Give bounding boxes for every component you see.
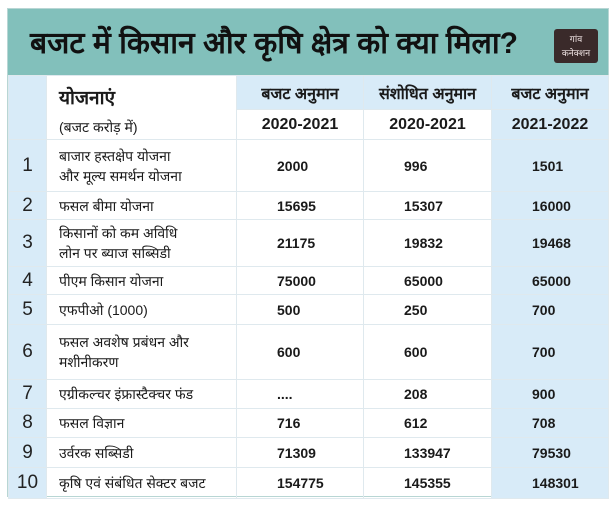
scheme-name-line1: फसल बीमा योजना xyxy=(59,197,154,214)
unit-label: (बजट करोड़ में) xyxy=(59,119,138,135)
scheme-label: योजनाएं xyxy=(59,88,116,109)
scheme-name-line1: फसल विज्ञान xyxy=(59,415,125,431)
budget-value: 148301 xyxy=(491,467,609,499)
scheme-name: फसल बीमा योजना xyxy=(46,191,237,220)
budget-value: .... xyxy=(236,379,364,409)
budget-value: 65000 xyxy=(363,266,492,295)
gaon-connection-logo: गांव कनेक्शन xyxy=(554,29,598,63)
budget-value: 208 xyxy=(363,379,492,409)
budget-value: 133947 xyxy=(363,437,492,468)
table-row: 9 उर्वरक सब्सिडी 71309 133947 79530 xyxy=(8,437,609,468)
row-number: 3 xyxy=(8,219,47,267)
title-bar: बजट में किसान और कृषि क्षेत्र को क्या मि… xyxy=(8,9,608,75)
header-row-labels: योजनाएं (बजट करोड़ में) बजट अनुमान संशोध… xyxy=(8,75,609,140)
scheme-name: फसल विज्ञान xyxy=(46,408,237,438)
scheme-name-line1: बाजार हस्तक्षेप योजना xyxy=(59,147,171,164)
col-header-label: संशोधित अनुमान xyxy=(363,75,492,110)
scheme-name-line2: लोन पर ब्याज सब्सिडी xyxy=(59,245,171,261)
budget-value: 71309 xyxy=(236,437,364,468)
budget-value: 145355 xyxy=(363,467,492,499)
budget-value: 900 xyxy=(491,379,609,409)
budget-value: 15307 xyxy=(363,191,492,220)
budget-value: 500 xyxy=(236,294,364,325)
budget-value: 708 xyxy=(491,408,609,438)
col-header-year: 2020-2021 xyxy=(236,109,364,140)
logo-line2: कनेक्शन xyxy=(561,48,591,58)
table-row: 7 एग्रीकल्चर इंफ्रास्टैक्चर फंड.... 208 900 xyxy=(8,379,609,409)
budget-value: 79530 xyxy=(491,437,609,468)
logo-line1: गांव xyxy=(569,34,583,44)
table-row: 8 फसल विज्ञान 716 612 708 xyxy=(8,408,609,438)
table-row: 1 बाजार हस्तक्षेप योजना और मूल्य समर्थन यो… xyxy=(8,139,609,192)
col-header-label: बजट अनुमान xyxy=(491,75,609,110)
col-header-year: 2020-2021 xyxy=(363,109,492,140)
scheme-name: पीएम किसान योजना xyxy=(46,266,237,295)
scheme-name-line1: एफपीओ (1000) xyxy=(59,301,148,318)
scheme-name: उर्वरक सब्सिडी xyxy=(46,437,237,468)
scheme-name-line2: मशीनीकरण xyxy=(59,354,119,370)
row-number: 6 xyxy=(8,324,47,380)
budget-value: 700 xyxy=(491,324,609,380)
scheme-name-line1: किसानों को कम अविधि xyxy=(59,225,178,241)
budget-value: 21175 xyxy=(236,219,364,267)
row-number: 10 xyxy=(8,467,47,499)
budget-value: 700 xyxy=(491,294,609,325)
budget-value: 600 xyxy=(363,324,492,380)
scheme-name-line1: कृषि एवं संबंधित सेक्टर बजट xyxy=(59,475,206,491)
scheme-header: योजनाएं (बजट करोड़ में) xyxy=(46,75,237,140)
col-header-label: बजट अनुमान xyxy=(236,75,364,110)
budget-value: 19468 xyxy=(491,219,609,267)
index-header xyxy=(8,75,47,140)
table-row: 5 एफपीओ (1000) 500 250 700 xyxy=(8,294,609,325)
row-number: 1 xyxy=(8,139,47,192)
col-header-year: 2021-2022 xyxy=(491,109,609,140)
header-row-years: 2020-2021 2020-2021 2021-2022 xyxy=(9,109,609,140)
row-number: 2 xyxy=(8,191,47,220)
scheme-name: एग्रीकल्चर इंफ्रास्टैक्चर फंड xyxy=(46,379,237,409)
budget-value: 65000 xyxy=(491,266,609,295)
budget-value: 250 xyxy=(363,294,492,325)
scheme-name: बाजार हस्तक्षेप योजना और मूल्य समर्थन योज… xyxy=(46,139,237,192)
table-row: 3 किसानों को कम अविधि लोन पर ब्याज सब्सिडी… xyxy=(8,219,609,267)
row-number: 8 xyxy=(8,408,47,438)
budget-value: 612 xyxy=(363,408,492,438)
budget-value: 75000 xyxy=(236,266,364,295)
scheme-name: फसल अवशेष प्रबंधन और मशीनीकरण xyxy=(46,324,237,380)
scheme-name-line1: एग्रीकल्चर इंफ्रास्टैक्चर फंड xyxy=(59,386,194,402)
scheme-name: कृषि एवं संबंधित सेक्टर बजट xyxy=(46,467,237,499)
scheme-name-line1: पीएम किसान योजना xyxy=(59,272,164,289)
budget-value: 2000 xyxy=(236,139,364,192)
row-number: 9 xyxy=(8,437,47,468)
budget-value: 16000 xyxy=(491,191,609,220)
row-number: 5 xyxy=(8,294,47,325)
budget-value: 15695 xyxy=(236,191,364,220)
budget-infographic: बजट में किसान और कृषि क्षेत्र को क्या मि… xyxy=(7,8,609,499)
row-number: 4 xyxy=(8,266,47,295)
budget-value: 154775 xyxy=(236,467,364,499)
row-number: 7 xyxy=(8,379,47,409)
table-row: 6 फसल अवशेष प्रबंधन और मशीनीकरण 600 600 700 xyxy=(8,324,609,380)
scheme-name: किसानों को कम अविधि लोन पर ब्याज सब्सिडी xyxy=(46,219,237,267)
scheme-name-line2: और मूल्य समर्थन योजना xyxy=(59,167,182,184)
budget-value: 716 xyxy=(236,408,364,438)
table-row: 2 फसल बीमा योजना 15695 15307 16000 xyxy=(8,191,609,220)
budget-table: योजनाएं (बजट करोड़ में) बजट अनुमान संशोध… xyxy=(8,75,609,499)
scheme-name-line1: फसल अवशेष प्रबंधन और xyxy=(59,334,189,350)
table-row: 4 पीएम किसान योजना 75000 65000 65000 xyxy=(8,266,609,295)
scheme-name: एफपीओ (1000) xyxy=(46,294,237,325)
scheme-name-line1: उर्वरक सब्सिडी xyxy=(59,444,134,461)
table-row: 10 कृषि एवं संबंधित सेक्टर बजट 154775 14535… xyxy=(8,467,609,499)
budget-value: 1501 xyxy=(491,139,609,192)
budget-value: 600 xyxy=(236,324,364,380)
budget-value: 19832 xyxy=(363,219,492,267)
budget-value: 996 xyxy=(363,139,492,192)
page-title: बजट में किसान और कृषि क्षेत्र को क्या मि… xyxy=(30,27,518,60)
